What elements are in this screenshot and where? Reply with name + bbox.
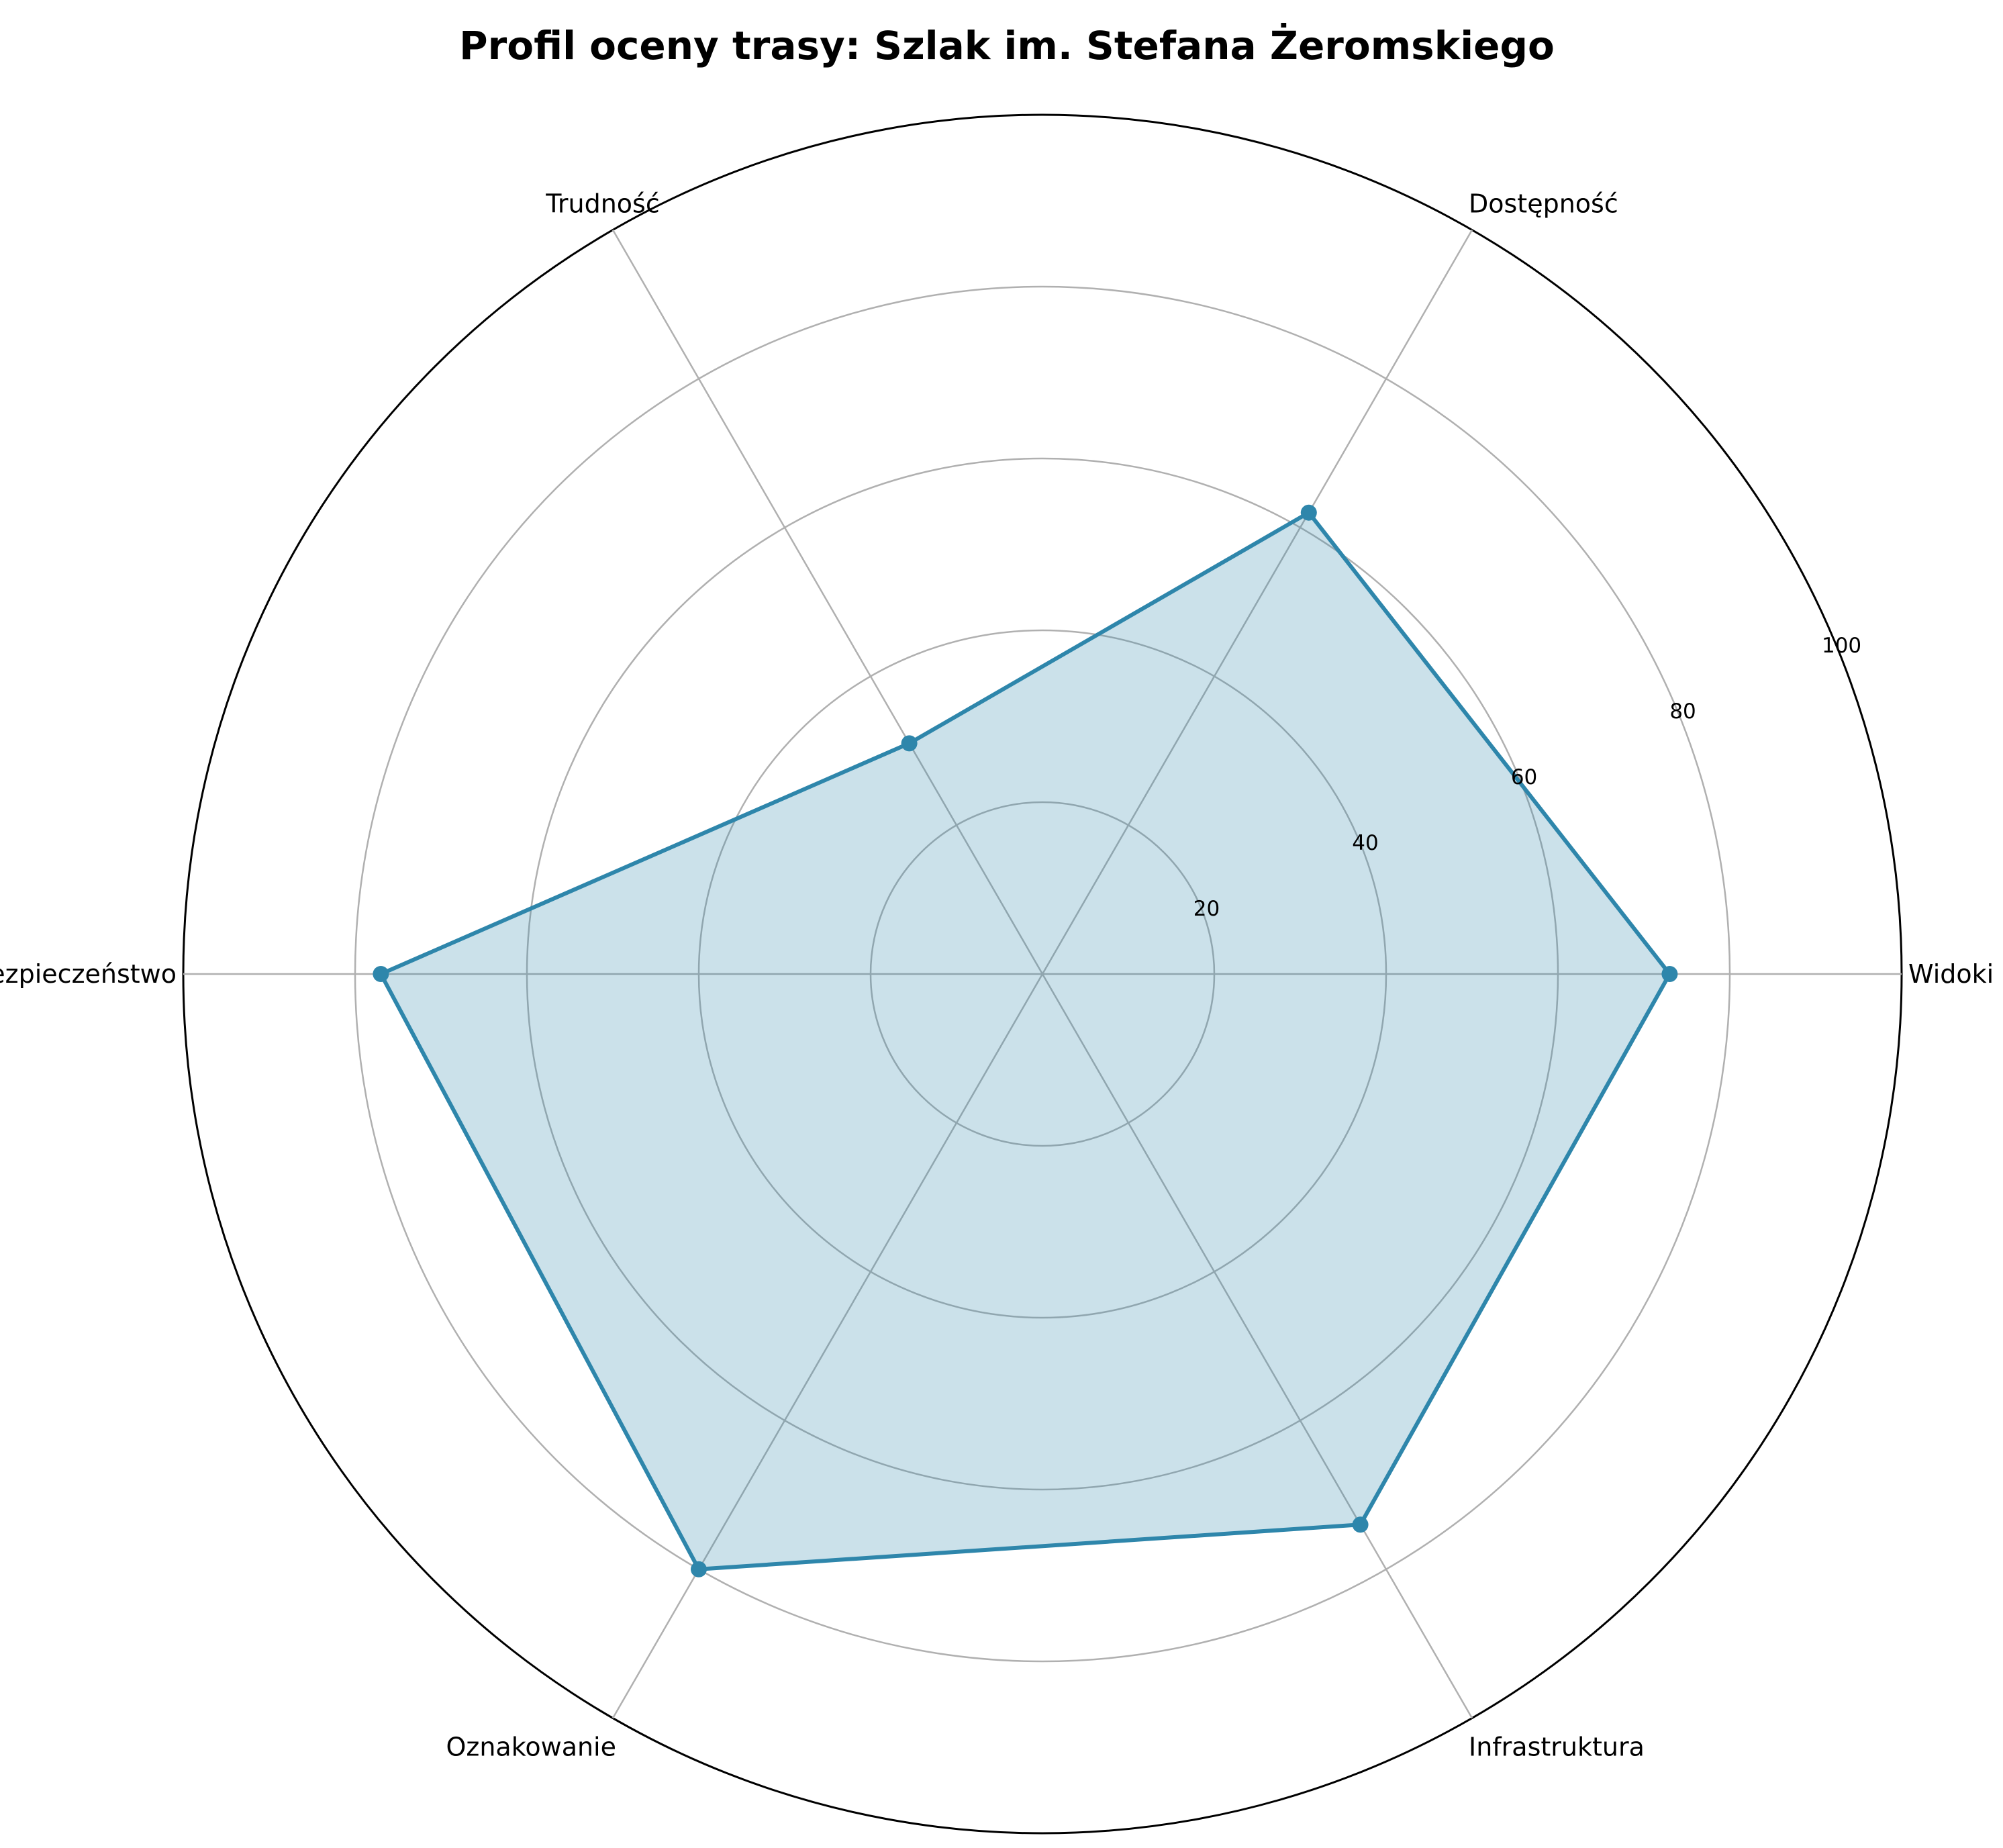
category-labels: Widoki Dostępność Trudność Bezpieczeństwo Oz… (0, 189, 1994, 1762)
spoke-layer (183, 229, 1902, 1719)
category-label: Bezpieczeństwo (0, 959, 177, 989)
spoke-line (1041, 973, 1473, 1719)
data-point (373, 966, 389, 982)
data-point (901, 735, 918, 752)
series-area (381, 512, 1670, 1569)
category-label: Trudność (545, 189, 659, 219)
radial-tick-labels: 20 40 60 80 100 (1193, 634, 1861, 921)
radial-tick-label: 60 (1511, 765, 1537, 789)
data-point (1661, 966, 1678, 982)
data-point (1352, 1516, 1369, 1533)
radial-tick-label: 40 (1352, 831, 1378, 855)
spoke-line (1041, 229, 1473, 975)
data-point (1300, 504, 1317, 521)
series-layer (373, 504, 1678, 1577)
data-point (691, 1561, 707, 1577)
category-label: Widoki (1908, 959, 1994, 989)
category-label: Dostępność (1469, 189, 1618, 219)
spoke-line (612, 973, 1044, 1719)
radial-tick-label: 100 (1822, 634, 1861, 658)
category-label: Oznakowanie (446, 1732, 616, 1761)
spoke-line (612, 229, 1044, 975)
radial-tick-label: 20 (1193, 897, 1220, 921)
category-label: Infrastruktura (1469, 1732, 1645, 1761)
chart-title: Profil oceny trasy: Szlak im. Stefana Że… (459, 22, 1555, 68)
radial-tick-label: 80 (1669, 699, 1696, 724)
